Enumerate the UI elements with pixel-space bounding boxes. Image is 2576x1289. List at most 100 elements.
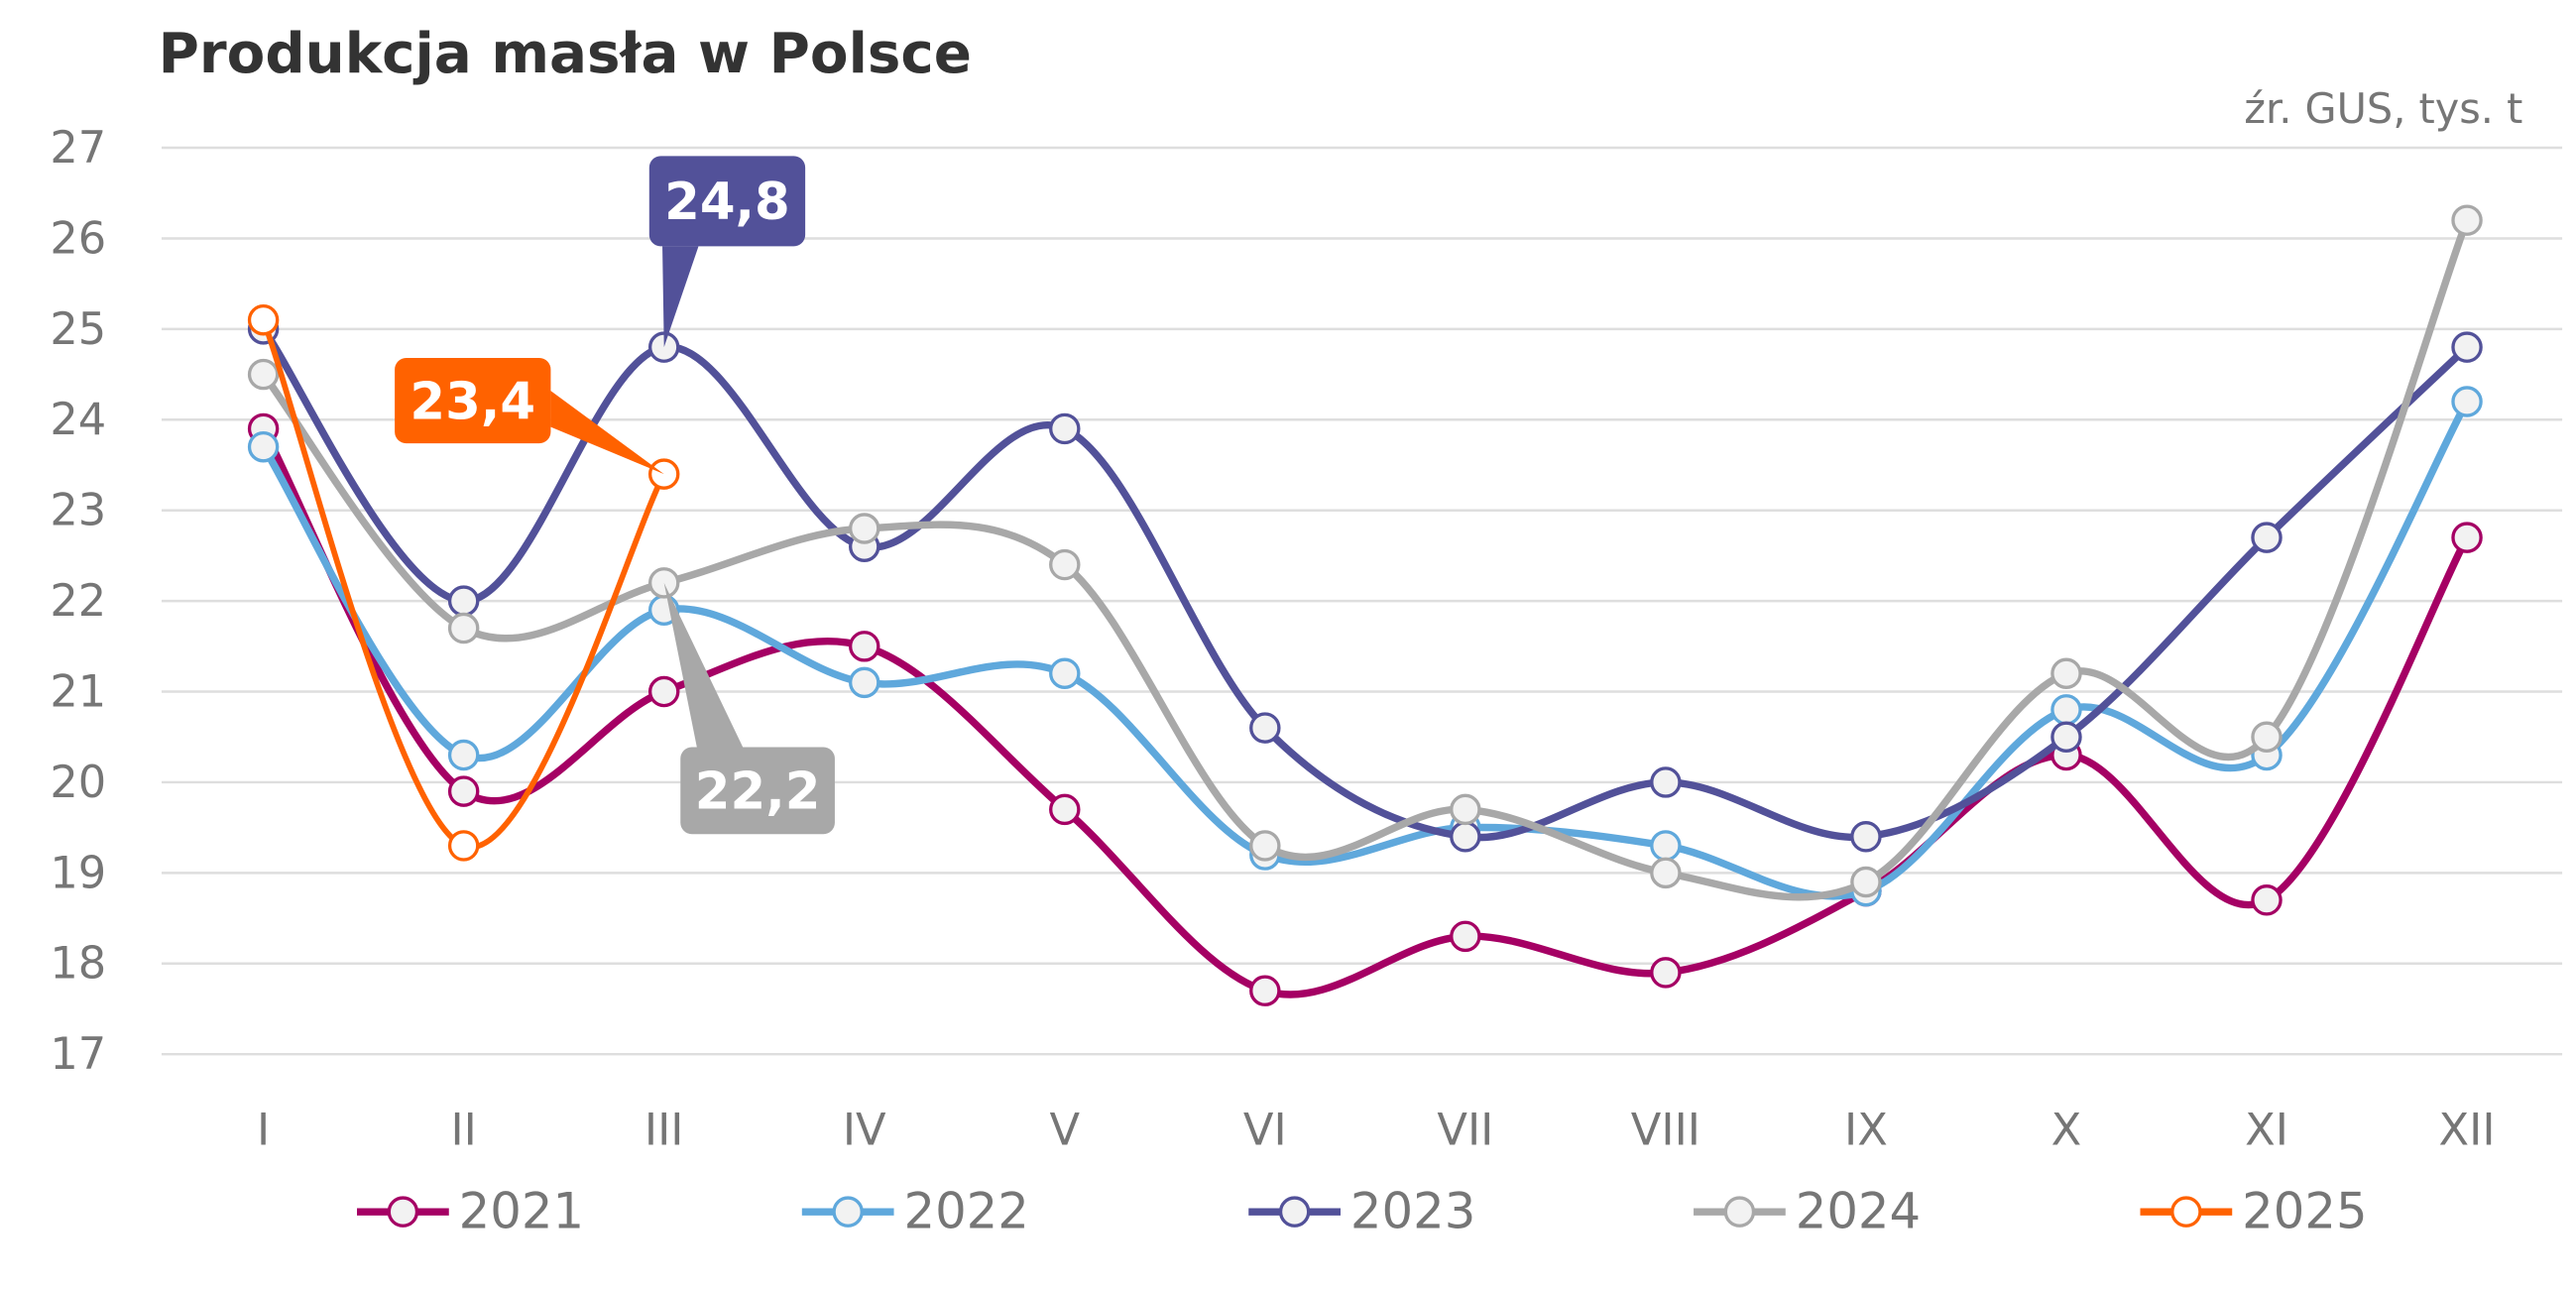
data-point-2024	[1650, 857, 1682, 889]
data-point-2025	[247, 303, 280, 336]
x-tick-label: VIII	[1631, 1103, 1700, 1155]
x-tick-label: VII	[1437, 1103, 1493, 1155]
x-tick-label: IX	[1844, 1103, 1888, 1155]
legend-label: 2021	[459, 1183, 584, 1240]
legend-swatch-marker	[2170, 1196, 2202, 1228]
data-point-2023	[1650, 766, 1682, 798]
y-tick-label: 22	[50, 574, 106, 627]
data-point-2023	[1249, 712, 1281, 744]
callout-label: 24,8	[664, 173, 790, 232]
data-point-2023	[2050, 721, 2082, 753]
x-tick-label: IV	[843, 1103, 886, 1155]
legend-swatch-marker	[1278, 1196, 1311, 1228]
legend-swatch-marker	[387, 1196, 419, 1228]
data-point-2022	[849, 666, 880, 699]
y-tick-label: 27	[50, 121, 106, 174]
legend-swatch-marker	[1723, 1196, 1756, 1228]
legend-label: 2022	[903, 1183, 1028, 1240]
x-tick-label: II	[450, 1103, 476, 1155]
data-point-2023	[447, 585, 480, 617]
x-tick-label: III	[644, 1103, 684, 1155]
data-point-2024	[247, 358, 280, 391]
data-point-2024	[647, 567, 680, 599]
legend-label: 2024	[1796, 1183, 1921, 1240]
legend-item-2023: 2023	[1248, 1183, 1475, 1240]
series-2022	[247, 386, 2483, 907]
y-tick-label: 19	[50, 846, 106, 898]
data-point-2024	[1450, 793, 1481, 826]
data-point-2024	[1249, 830, 1281, 862]
data-point-2021	[447, 775, 480, 807]
x-tick-label: V	[1049, 1103, 1080, 1155]
y-tick-label: 24	[50, 393, 106, 445]
callout-box	[648, 156, 806, 247]
data-point-2023	[1049, 412, 1081, 445]
legend-label: 2025	[2242, 1183, 2367, 1240]
y-tick-label: 23	[50, 484, 106, 536]
legend-item-2024: 2024	[1694, 1183, 1921, 1240]
series-line-2021	[260, 426, 2471, 998]
data-point-2024	[2451, 204, 2483, 236]
y-axis-ticks: 17 18 19 20 21 22 23 24 25 26 27	[50, 121, 106, 1080]
data-point-2022	[2451, 386, 2483, 417]
x-tick-label: X	[2051, 1103, 2082, 1155]
legend-label: 2023	[1350, 1183, 1475, 1240]
callout-box	[680, 747, 835, 835]
legend-item-2025: 2025	[2140, 1183, 2368, 1240]
data-point-2022	[447, 739, 480, 771]
callout-2024: 22,2	[663, 582, 835, 835]
data-point-2023	[2251, 522, 2283, 553]
callouts: 24,8 23,4 22,2	[395, 156, 835, 835]
callout-label: 22,2	[695, 762, 821, 822]
x-tick-label: XII	[2439, 1103, 2496, 1155]
data-point-2024	[2050, 657, 2082, 689]
data-point-2024	[849, 513, 880, 544]
y-tick-label: 21	[50, 664, 106, 717]
series-line-2022	[260, 400, 2471, 900]
data-point-2023	[2451, 331, 2483, 363]
data-point-2022	[247, 430, 280, 463]
callout-2023: 24,8	[648, 156, 806, 348]
data-point-2021	[2451, 522, 2483, 553]
data-point-2022	[1049, 657, 1081, 689]
callout-label: 23,4	[410, 372, 535, 431]
data-point-2022	[2050, 694, 2082, 726]
y-tick-label: 26	[50, 211, 106, 264]
x-axis-ticks: I II III IV V VI VII VIII IX X XI XII	[257, 1103, 2496, 1155]
chart-title: Produkcja masła w Polsce	[159, 22, 972, 86]
series-line-2024	[260, 218, 2471, 901]
data-point-2021	[2251, 884, 2283, 916]
series-lines	[247, 204, 2483, 1006]
callout-box	[395, 358, 551, 444]
source-note: źr. GUS, tys. t	[2244, 85, 2522, 133]
series-line-2023	[260, 326, 2470, 842]
callout-pointer	[662, 246, 699, 348]
data-point-2024	[1850, 866, 1882, 898]
data-point-2024	[2251, 721, 2283, 753]
x-tick-label: XI	[2245, 1103, 2288, 1155]
data-point-2023	[1850, 821, 1882, 853]
legend: 2021 2022 2023 2024 2025	[357, 1183, 2368, 1240]
y-tick-label: 25	[50, 302, 106, 355]
x-tick-label: VI	[1243, 1103, 1287, 1155]
data-point-2025	[647, 458, 680, 490]
data-point-2024	[1049, 548, 1081, 581]
series-2024	[247, 204, 2483, 901]
data-point-2021	[1450, 920, 1481, 953]
data-point-2024	[447, 612, 480, 644]
data-point-2021	[849, 631, 880, 662]
data-point-2021	[647, 675, 680, 708]
legend-item-2022: 2022	[801, 1183, 1029, 1240]
data-point-2025	[447, 830, 480, 862]
series-2023	[247, 313, 2483, 853]
data-point-2021	[1249, 975, 1281, 1006]
x-tick-label: I	[257, 1103, 270, 1155]
y-tick-label: 20	[50, 756, 106, 808]
y-tick-label: 17	[50, 1027, 106, 1080]
data-point-2021	[1049, 793, 1081, 826]
data-point-2021	[1650, 957, 1682, 989]
y-tick-label: 18	[50, 937, 106, 990]
data-point-2023	[1450, 821, 1481, 853]
legend-item-2021: 2021	[357, 1183, 584, 1240]
